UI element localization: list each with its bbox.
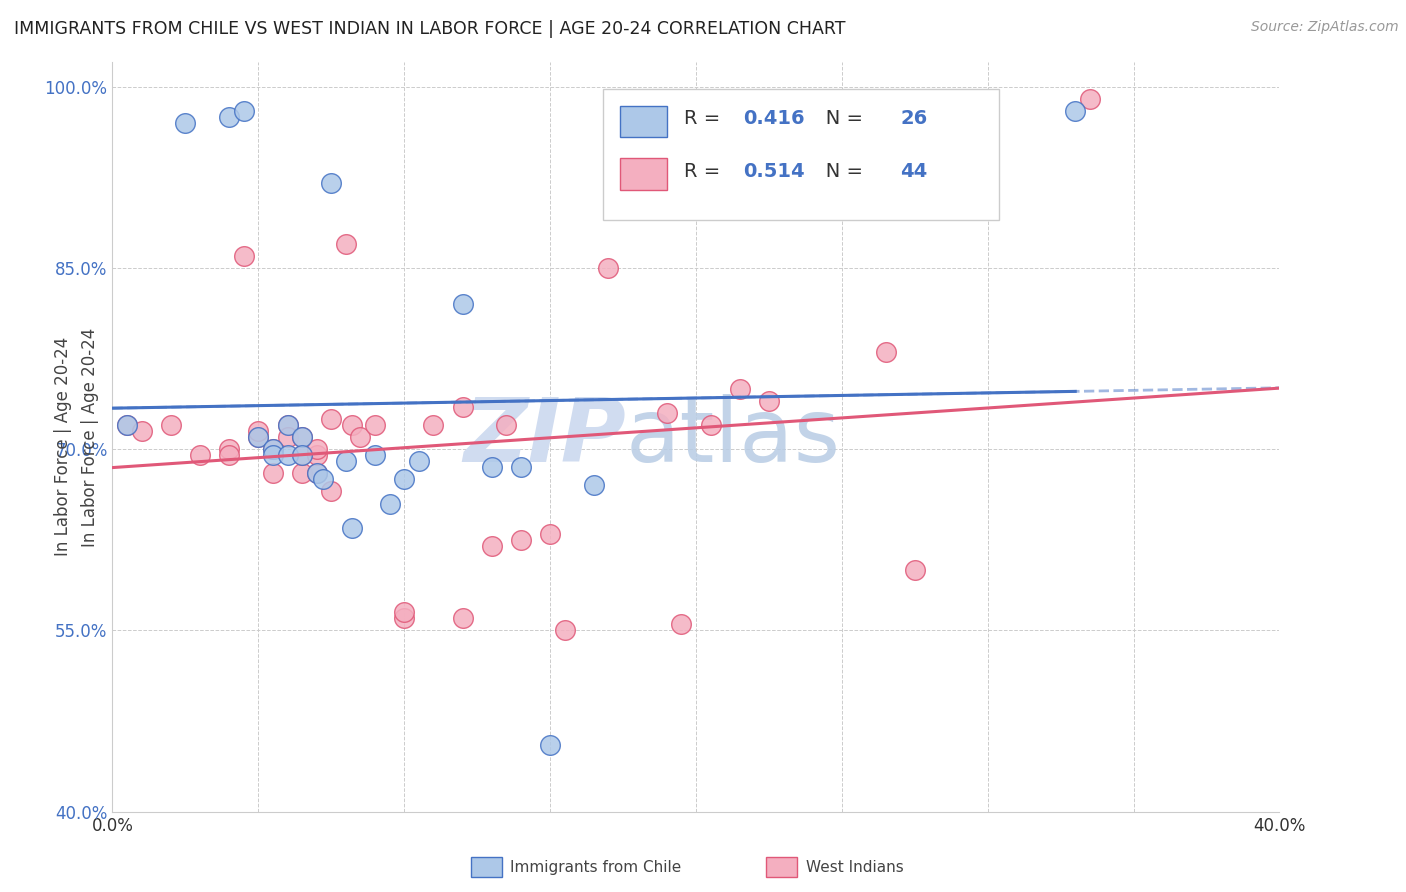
Point (451, 400, 474, 414)
Point (349, 430, 371, 444)
Point (262, 442, 284, 457)
Point (276, 430, 298, 444)
Point (262, 467, 284, 481)
Point (364, 448, 387, 462)
FancyBboxPatch shape (620, 159, 666, 190)
Text: atlas: atlas (626, 393, 841, 481)
Point (115, 417, 138, 432)
Point (728, 382, 751, 396)
Point (481, 539, 503, 553)
Text: Source: ZipAtlas.com: Source: ZipAtlas.com (1251, 20, 1399, 34)
Point (276, 417, 298, 432)
Point (495, 417, 517, 432)
Point (311, 472, 333, 486)
Text: West Indians: West Indians (806, 860, 904, 874)
Point (538, 738, 561, 752)
Point (875, 345, 897, 359)
Text: 44: 44 (900, 161, 928, 180)
Point (340, 521, 363, 535)
Point (335, 454, 357, 468)
Point (321, 484, 343, 499)
Point (232, 249, 254, 263)
Point (276, 448, 298, 462)
Point (1064, 103, 1087, 118)
Point (247, 430, 270, 444)
Text: N =: N = (807, 109, 869, 128)
Point (232, 103, 254, 118)
Point (554, 624, 576, 638)
Text: R =: R = (685, 109, 727, 128)
Text: 26: 26 (900, 109, 928, 128)
Point (291, 448, 314, 462)
Text: ZIP: ZIP (463, 393, 626, 481)
Point (131, 424, 153, 438)
Point (321, 176, 343, 190)
Point (1078, 92, 1101, 106)
Point (364, 417, 387, 432)
Point (394, 605, 416, 619)
Point (481, 460, 503, 475)
Point (335, 236, 357, 251)
Point (451, 297, 474, 311)
Point (509, 460, 531, 475)
Point (115, 417, 138, 432)
Point (904, 563, 927, 577)
Point (218, 110, 240, 124)
Text: IMMIGRANTS FROM CHILE VS WEST INDIAN IN LABOR FORCE | AGE 20-24 CORRELATION CHAR: IMMIGRANTS FROM CHILE VS WEST INDIAN IN … (14, 20, 845, 37)
Point (160, 417, 183, 432)
Point (291, 430, 314, 444)
Point (188, 448, 211, 462)
Point (321, 412, 343, 426)
Point (655, 406, 678, 420)
Text: R =: R = (685, 161, 727, 180)
Text: In Labor Force | Age 20-24: In Labor Force | Age 20-24 (55, 336, 72, 556)
Point (305, 467, 328, 481)
Point (174, 116, 197, 130)
Point (538, 526, 561, 541)
Text: Immigrants from Chile: Immigrants from Chile (510, 860, 682, 874)
Point (291, 430, 314, 444)
Point (509, 533, 531, 547)
Point (408, 454, 430, 468)
Point (699, 417, 721, 432)
Point (378, 497, 401, 511)
Point (758, 393, 780, 408)
Point (276, 417, 298, 432)
Point (291, 448, 314, 462)
Text: N =: N = (807, 161, 869, 180)
Point (305, 448, 328, 462)
Point (305, 467, 328, 481)
Point (262, 442, 284, 457)
Point (582, 478, 605, 492)
Point (671, 617, 693, 632)
Point (305, 442, 328, 457)
Point (291, 467, 314, 481)
Point (451, 611, 474, 625)
Point (218, 448, 240, 462)
Point (598, 260, 620, 275)
Y-axis label: In Labor Force | Age 20-24: In Labor Force | Age 20-24 (80, 327, 98, 547)
Text: 0.416: 0.416 (742, 109, 804, 128)
Point (340, 417, 363, 432)
Point (247, 430, 270, 444)
Point (394, 472, 416, 486)
FancyBboxPatch shape (603, 88, 1000, 219)
Point (394, 611, 416, 625)
Point (247, 424, 270, 438)
Text: 0.514: 0.514 (742, 161, 804, 180)
Point (422, 417, 444, 432)
Point (262, 448, 284, 462)
FancyBboxPatch shape (620, 106, 666, 137)
Point (218, 442, 240, 457)
